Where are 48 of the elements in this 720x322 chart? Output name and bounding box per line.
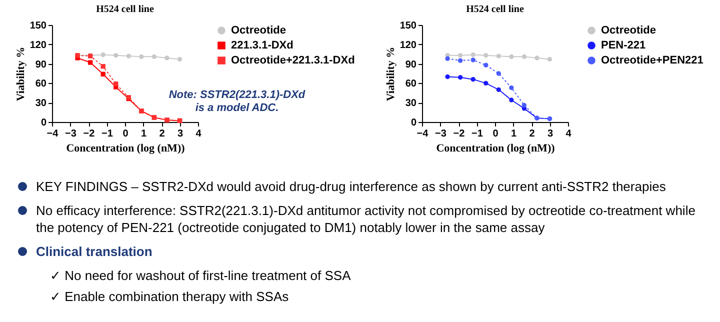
x-tick-label: −1: [102, 128, 114, 140]
chart-title: H524 cell line: [466, 4, 524, 15]
x-tick-label: −2: [83, 128, 96, 140]
y-tick-label: 90: [405, 59, 417, 70]
x-tick-label: 4: [566, 128, 572, 140]
x-tick-label: 2: [529, 128, 536, 140]
text: ✓ Enable combination therapy with SSAs: [49, 288, 290, 305]
x-axis-title: Concentration (log (nM)): [66, 142, 186, 154]
legend-label: Octreotide: [231, 24, 286, 36]
x-tick-label: 3: [177, 128, 184, 140]
legend-label: Octreotide: [601, 24, 656, 36]
legend-label: Octreotide+PEN221: [601, 54, 704, 66]
y-axis-title: Viability %: [14, 46, 27, 102]
x-tick-label: −3: [435, 128, 447, 140]
text: ✓ No need for washout of first-line treatment of SSA: [49, 267, 352, 284]
x-tick-label: 0: [492, 128, 499, 140]
y-tick-label: 60: [35, 78, 47, 90]
y-tick-label: 150: [400, 20, 417, 32]
x-tick-label: −4: [46, 128, 59, 140]
y-axis-title: Viability %: [384, 46, 397, 102]
x-tick-label: −2: [453, 128, 466, 140]
y-tick-label: 90: [35, 59, 47, 70]
text: KEY FINDINGS – SSTR2-DXd would avoid drug-drug interference as shown by current anti-SSTR2 therapies: [14, 178, 712, 195]
y-tick-label: 0: [410, 118, 417, 128]
y-tick-label: 120: [400, 40, 417, 51]
x-axis-title: Concentration (log (nM)): [436, 142, 556, 154]
y-tick-label: 150: [30, 20, 47, 32]
legend-label: 221.3.1-DXd: [231, 40, 294, 52]
chart-title: H524 cell line: [96, 4, 154, 15]
x-tick-label: 2: [159, 128, 166, 140]
text: Clinical translation: [36, 244, 152, 259]
y-tick-label: 120: [30, 40, 47, 51]
x-tick-label: −1: [472, 128, 484, 140]
y-tick-label: 60: [405, 78, 417, 90]
x-tick-label: −3: [65, 128, 77, 140]
y-tick-label: 30: [405, 98, 417, 110]
x-tick-label: 1: [140, 128, 147, 140]
x-tick-label: 0: [122, 128, 129, 140]
x-tick-label: 4: [196, 128, 202, 140]
text: No efficacy interference: SSTR2(221.3.1)-DXd antitumor activity not compromised by octreotide co-treatment while the potency of PEN-221 (octreotide conjugated to DM1) notably lower in the same assay: [14, 202, 712, 236]
x-tick-label: 3: [547, 128, 554, 140]
y-tick-label: 30: [35, 98, 47, 110]
legend-label: Octreotide+221.3.1-DXd: [231, 54, 355, 66]
x-tick-label: 1: [510, 128, 517, 140]
annotation: Note: SSTR2(221.3.1)-DXd is a model ADC.: [168, 89, 306, 114]
y-tick-label: 0: [40, 118, 47, 128]
x-tick-label: −4: [416, 128, 429, 140]
legend-label: PEN-221: [601, 40, 646, 52]
